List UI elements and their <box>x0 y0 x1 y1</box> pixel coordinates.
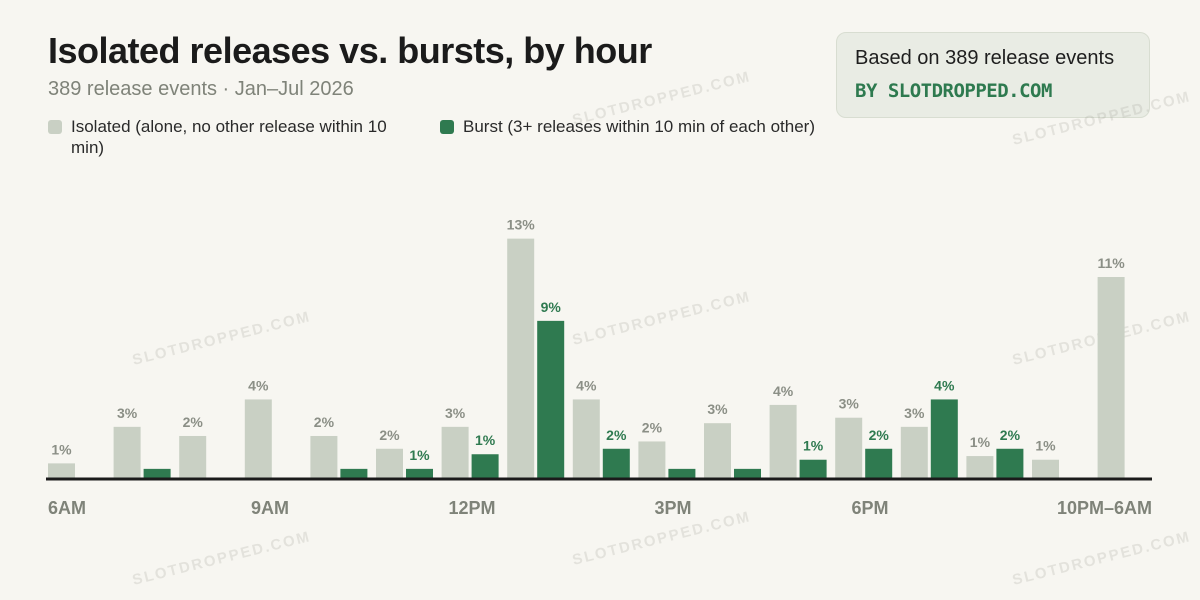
legend-label-burst: Burst (3+ releases within 10 min of each… <box>463 117 815 136</box>
data-label-isolated: 11% <box>1097 255 1125 271</box>
data-label-burst: 1% <box>409 447 430 463</box>
bar-burst <box>734 468 761 478</box>
info-callout: Based on 389 release events BY SLOTDROPP… <box>836 32 1150 118</box>
data-label-isolated: 1% <box>1035 438 1056 454</box>
bar-isolated <box>48 463 75 478</box>
data-label-isolated: 3% <box>904 405 925 421</box>
legend-swatch-isolated <box>48 120 62 134</box>
data-label-burst: 2% <box>606 427 627 443</box>
data-label-isolated: 3% <box>445 405 466 421</box>
x-tick-label: 9AM <box>251 498 289 518</box>
data-label-isolated: 3% <box>117 405 138 421</box>
data-label-burst: 1% <box>475 432 496 448</box>
bar-burst <box>471 454 499 478</box>
data-label-isolated: 3% <box>839 396 860 412</box>
bar-burst <box>537 320 565 478</box>
chart-subtitle: 389 release events · Jan–Jul 2026 <box>48 78 354 100</box>
data-label-isolated: 4% <box>773 383 794 399</box>
legend-swatch-burst <box>440 120 454 134</box>
bar-isolated <box>179 435 207 478</box>
bar-burst <box>668 468 696 478</box>
bar-isolated <box>310 435 338 478</box>
legend-item-burst: Burst (3+ releases within 10 min of each… <box>440 116 820 137</box>
bar-isolated <box>1097 277 1125 478</box>
bar-isolated <box>704 423 731 478</box>
bar-isolated <box>900 426 928 478</box>
bar-isolated <box>113 426 141 478</box>
legend-label-isolated: Isolated (alone, no other release within… <box>71 117 387 157</box>
bar-burst <box>340 468 368 478</box>
bar-isolated <box>966 456 994 478</box>
data-label-isolated: 2% <box>314 414 335 430</box>
x-tick-label: 6AM <box>48 498 86 518</box>
bar-isolated <box>376 448 403 478</box>
bar-isolated <box>572 399 600 478</box>
legend-item-isolated: Isolated (alone, no other release within… <box>48 116 418 158</box>
data-label-isolated: 2% <box>183 414 204 430</box>
bar-isolated <box>835 417 863 478</box>
legend: Isolated (alone, no other release within… <box>48 116 848 166</box>
data-label-isolated: 2% <box>642 419 663 435</box>
bar-burst <box>865 448 893 478</box>
callout-brand: BY SLOTDROPPED.COM <box>855 80 1052 102</box>
data-label-burst: 2% <box>869 427 890 443</box>
bar-isolated <box>638 441 666 478</box>
bar-isolated <box>507 238 535 478</box>
x-tick-label: 12PM <box>448 498 495 518</box>
data-label-burst: 9% <box>541 299 562 315</box>
x-tick-label: 10PM–6AM <box>1057 498 1152 518</box>
data-label-isolated: 4% <box>576 377 597 393</box>
data-label-burst: 1% <box>803 438 824 454</box>
bar-burst <box>996 448 1024 478</box>
bar-isolated <box>769 404 797 478</box>
chart-title: Isolated releases vs. bursts, by hour <box>48 30 652 71</box>
bar-isolated <box>441 426 469 478</box>
bar-burst <box>143 468 171 478</box>
x-tick-label: 6PM <box>851 498 888 518</box>
data-label-isolated: 2% <box>379 427 400 443</box>
data-label-isolated: 1% <box>51 441 72 457</box>
data-label-isolated: 4% <box>248 377 269 393</box>
data-label-isolated: 13% <box>507 217 536 233</box>
bar-burst <box>406 468 433 478</box>
data-label-isolated: 3% <box>707 401 728 417</box>
data-label-burst: 2% <box>1000 427 1021 443</box>
bar-burst <box>930 399 958 478</box>
data-label-isolated: 1% <box>970 434 991 450</box>
x-tick-label: 3PM <box>654 498 691 518</box>
bar-isolated <box>244 399 272 478</box>
callout-text: Based on 389 release events <box>855 47 1115 69</box>
data-label-burst: 4% <box>934 377 955 393</box>
bar-burst <box>602 448 630 478</box>
bar-burst <box>799 459 827 478</box>
bar-isolated <box>1032 459 1059 478</box>
